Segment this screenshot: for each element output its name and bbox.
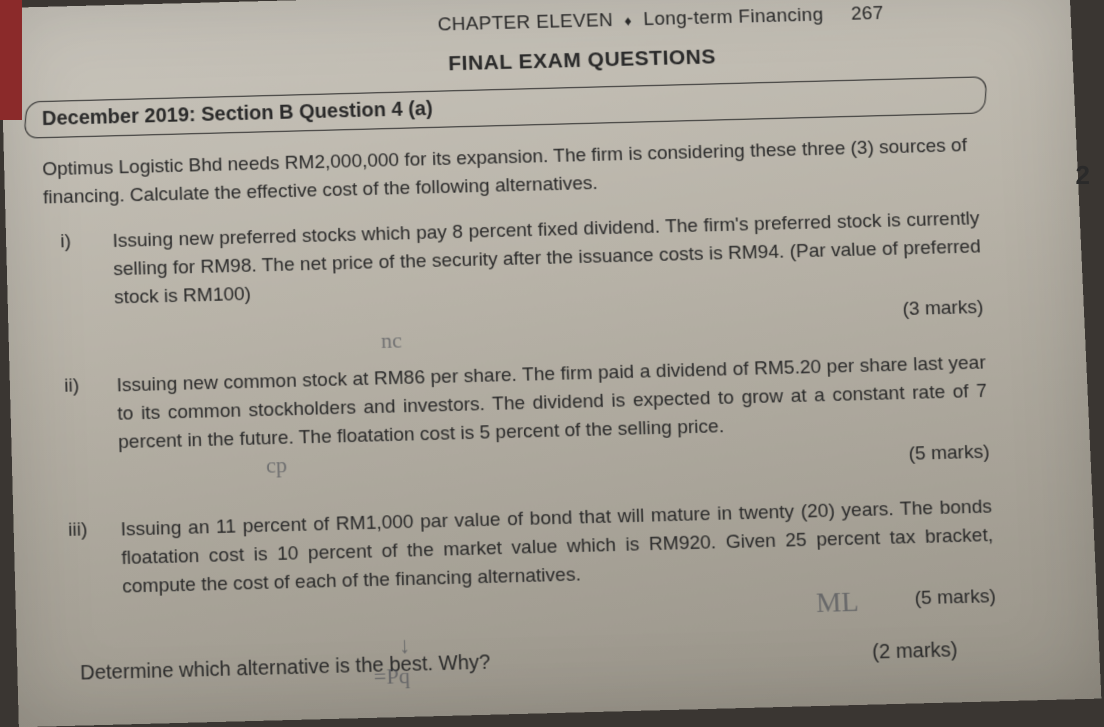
question-i: i) Issuing new preferred stocks which pa… — [36, 204, 1024, 347]
determine-question: Determine which alternative is the best.… — [48, 637, 1039, 687]
question-ii: ii) Issuing new common stock at RM86 per… — [40, 348, 1031, 492]
question-number: ii) — [64, 372, 120, 491]
question-number: i) — [60, 228, 115, 347]
textbook-page: CHAPTER ELEVEN ♦ Long-term Financing 267… — [0, 0, 1101, 727]
page-header: CHAPTER ELEVEN ♦ Long-term Financing 267 — [310, 0, 1011, 40]
question-body: Issuing an 11 percent of RM1,000 par val… — [120, 493, 996, 635]
chapter-topic: Long-term Financing — [643, 4, 824, 30]
book-spine-edge — [0, 0, 22, 120]
section-header-box: December 2019: Section B Question 4 (a) — [24, 76, 988, 138]
chapter-label: CHAPTER ELEVEN — [437, 10, 613, 36]
question-body: Issuing new common stock at RM86 per sha… — [116, 349, 990, 490]
margin-annotation: 2 — [1076, 160, 1090, 191]
question-iii: iii) Issuing an 11 percent of RM1,000 pa… — [44, 492, 1037, 637]
intro-paragraph: Optimus Logistic Bhd needs RM2,000,000 f… — [34, 131, 1018, 212]
determine-text: Determine which alternative is the best.… — [80, 652, 491, 686]
page-number: 267 — [851, 3, 884, 25]
question-body: Issuing new preferred stocks which pay 8… — [112, 205, 984, 345]
section-header-text: December 2019: Section B Question 4 (a) — [42, 98, 433, 131]
marks-label: (2 marks) — [872, 639, 958, 665]
question-number: iii) — [68, 516, 124, 636]
separator-diamond: ♦ — [624, 12, 632, 28]
page-title: FINAL EXAM QUESTIONS — [152, 38, 1013, 85]
